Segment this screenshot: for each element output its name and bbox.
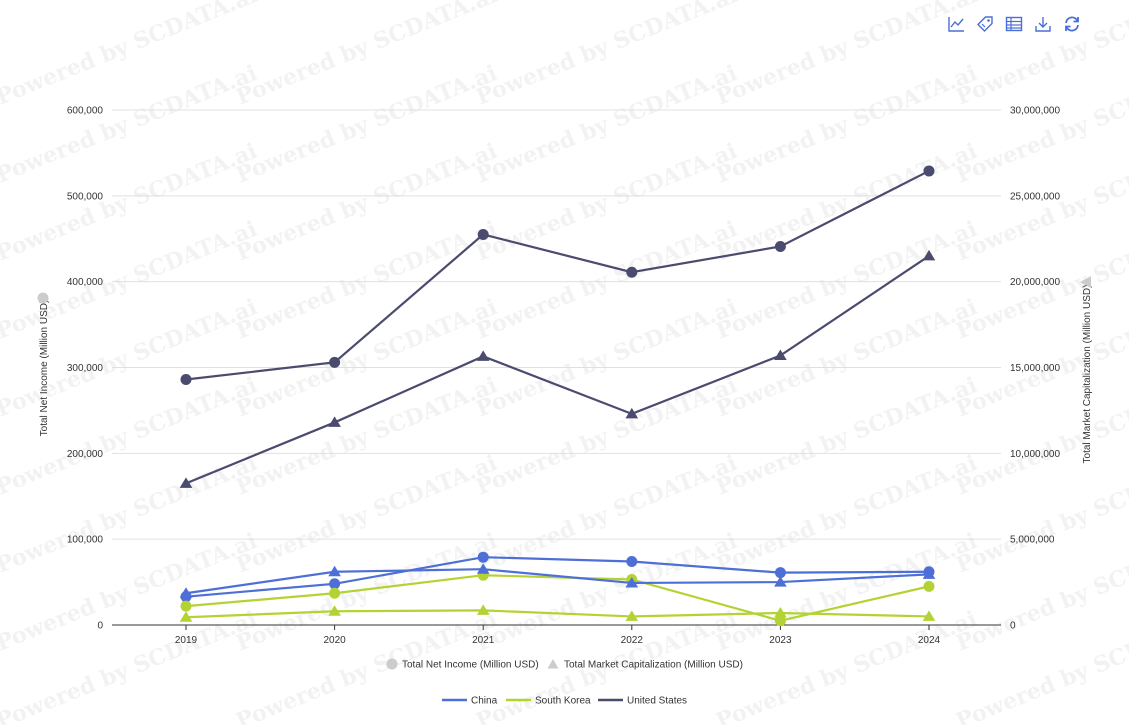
legend-label-south-korea: South Korea [535, 696, 591, 707]
x-tick-label: 2023 [769, 635, 792, 646]
point-united-states-market-cap [774, 349, 787, 360]
watermark-text: Powered by SCDATA.ai [953, 0, 1129, 111]
series-line-china-market-cap [185, 568, 930, 595]
legend-triangle-marker [547, 659, 559, 669]
series-line-united-states-market-cap [185, 255, 930, 485]
point-south-korea-net-income [923, 580, 935, 592]
legend-label-market-cap: Total Market Capitalization (Million USD… [564, 660, 743, 671]
point-united-states-net-income [923, 165, 935, 177]
point-china-net-income [626, 555, 638, 567]
point-united-states-net-income [180, 374, 192, 386]
point-south-korea-market-cap [625, 610, 639, 621]
left-tick-label: 0 [97, 621, 103, 632]
point-china-market-cap [625, 576, 639, 588]
point-united-states-market-cap [625, 407, 639, 419]
legend-label-net-income: Total Net Income (Million USD) [402, 660, 539, 671]
point-united-states-market-cap [922, 249, 936, 261]
point-united-states-net-income [477, 228, 489, 240]
refresh-button[interactable] [1062, 14, 1082, 34]
tag-button[interactable] [975, 14, 995, 34]
series-layer [179, 165, 936, 627]
point-united-states-net-income [329, 356, 341, 368]
download-button[interactable] [1033, 14, 1053, 34]
left-axis-title: Total Net Income (Million USD) [39, 300, 50, 437]
point-china-net-income [329, 578, 341, 590]
right-tick-label: 0 [1010, 621, 1016, 632]
point-south-korea-net-income [180, 600, 192, 612]
series-line-south-korea-net-income [185, 574, 930, 622]
chart-toolbar [946, 14, 1082, 34]
left-tick-label: 400,000 [67, 277, 104, 288]
right-tick-label: 10,000,000 [1010, 449, 1060, 460]
refresh-icon [1065, 16, 1079, 32]
series-legend: China South Korea United States [442, 696, 687, 707]
left-tick-label: 600,000 [67, 106, 104, 117]
point-china-market-cap [922, 568, 936, 579]
left-tick-label: 100,000 [67, 535, 104, 546]
x-tick-label: 2021 [472, 635, 495, 646]
point-united-states-market-cap [179, 477, 193, 488]
right-tick-label: 5,000,000 [1010, 535, 1055, 546]
x-tick-label: 2022 [621, 635, 644, 646]
legend-label-china: China [471, 696, 498, 707]
point-united-states-market-cap [476, 350, 490, 361]
right-tick-label: 30,000,000 [1010, 106, 1060, 117]
point-south-korea-net-income [329, 587, 341, 599]
table-button[interactable] [1004, 14, 1024, 34]
download-icon [1035, 17, 1051, 32]
series-line-united-states-net-income [185, 169, 930, 381]
line-chart-icon [948, 17, 964, 32]
left-axis-circle-marker [37, 292, 49, 304]
point-united-states-market-cap [328, 416, 341, 427]
point-south-korea-market-cap [328, 605, 341, 616]
right-tick-label: 15,000,000 [1010, 363, 1060, 374]
left-tick-label: 500,000 [67, 191, 104, 202]
line-chart-button[interactable] [946, 14, 966, 34]
right-axis-triangle-marker [1080, 276, 1091, 288]
tag-icon [977, 16, 993, 32]
legend-label-united-states: United States [627, 696, 687, 707]
right-tick-label: 20,000,000 [1010, 277, 1060, 288]
point-united-states-net-income [626, 266, 638, 278]
point-south-korea-market-cap [476, 604, 490, 615]
left-tick-label: 300,000 [67, 363, 104, 374]
point-south-korea-market-cap [922, 610, 936, 621]
right-axis-title: Total Market Capitalization (Million USD… [1082, 285, 1093, 464]
grid-lines [112, 109, 1001, 626]
point-south-korea-market-cap [774, 606, 787, 618]
metric-legend: Total Net Income (Million USD) Total Mark… [386, 658, 743, 671]
x-tick-label: 2020 [323, 635, 346, 646]
series-line-south-korea-market-cap [185, 609, 930, 619]
point-china-market-cap [179, 587, 193, 598]
table-icon [1005, 16, 1023, 32]
point-china-net-income [477, 551, 489, 563]
point-china-market-cap [328, 565, 341, 577]
point-china-market-cap [476, 563, 490, 574]
point-china-net-income [774, 567, 786, 579]
point-united-states-net-income [774, 240, 786, 252]
x-tick-label: 2024 [918, 635, 941, 646]
left-tick-label: 200,000 [67, 449, 104, 460]
point-south-korea-market-cap [179, 611, 193, 622]
point-south-korea-net-income [774, 615, 786, 627]
x-tick-label: 2019 [175, 635, 198, 646]
legend-circle-marker [386, 658, 398, 670]
right-tick-label: 25,000,000 [1010, 191, 1060, 202]
point-china-market-cap [774, 576, 787, 587]
series-line-china-net-income [185, 556, 930, 598]
